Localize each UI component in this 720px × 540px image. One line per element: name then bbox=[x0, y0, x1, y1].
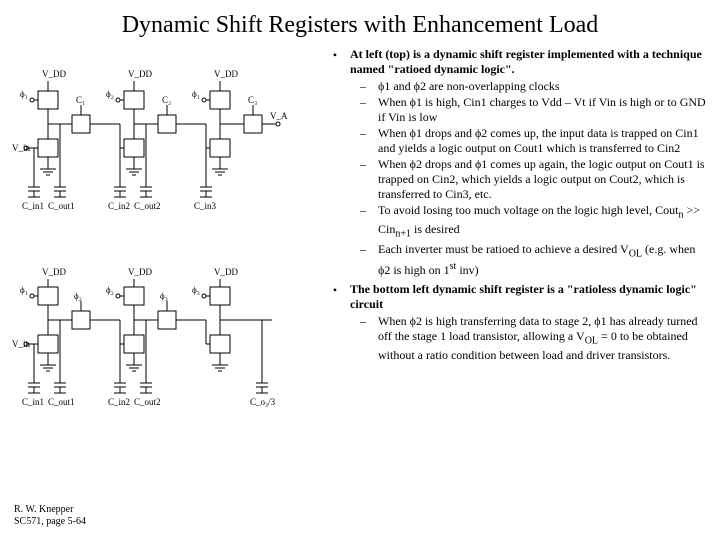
svg-text:V_DD: V_DD bbox=[214, 69, 238, 79]
svg-text:ϕ₁: ϕ₁ bbox=[20, 285, 28, 295]
svg-text:C_in3: C_in3 bbox=[194, 201, 217, 211]
svg-text:V_DD: V_DD bbox=[42, 69, 66, 79]
sub-bullet: – To avoid losing too much voltage on th… bbox=[320, 203, 710, 241]
content-area: V_DD V_in bbox=[0, 47, 720, 457]
sub-bullet: – When ϕ1 is high, Cin1 charges to Vdd –… bbox=[320, 95, 710, 125]
text-column: • At left (top) is a dynamic shift regis… bbox=[300, 47, 710, 457]
svg-text:C_in2: C_in2 bbox=[108, 397, 130, 407]
main-bullet-text: At left (top) is a dynamic shift registe… bbox=[350, 47, 710, 77]
svg-text:ϕ₂: ϕ₂ bbox=[74, 291, 82, 301]
footer: R. W. Knepper SC571, page 5-64 bbox=[14, 504, 86, 528]
sub-bullet: – When ϕ2 drops and ϕ1 comes up again, t… bbox=[320, 157, 710, 202]
main-bullet-2: • The bottom left dynamic shift register… bbox=[320, 282, 710, 312]
svg-text:C₁: C₁ bbox=[76, 95, 85, 105]
dash-marker: – bbox=[360, 126, 378, 156]
svg-text:ϕ₁: ϕ₁ bbox=[20, 89, 28, 99]
figures-column: V_DD V_in bbox=[10, 47, 300, 457]
svg-text:C_out2: C_out2 bbox=[134, 397, 161, 407]
sub-text: When ϕ1 is high, Cin1 charges to Vdd – V… bbox=[378, 95, 710, 125]
dash-marker: – bbox=[360, 79, 378, 94]
svg-text:V_DD: V_DD bbox=[214, 267, 238, 277]
svg-text:ϕ₂: ϕ₂ bbox=[106, 285, 114, 295]
dash-marker: – bbox=[360, 314, 378, 363]
svg-text:C_in1: C_in1 bbox=[22, 397, 44, 407]
footer-page: SC571, page 5-64 bbox=[14, 516, 86, 528]
svg-text:ϕ₃: ϕ₃ bbox=[192, 285, 200, 295]
sub-text: ϕ1 and ϕ2 are non-overlapping clocks bbox=[378, 79, 710, 94]
sub-bullet: – When ϕ1 drops and ϕ2 comes up, the inp… bbox=[320, 126, 710, 156]
main-bullet-1: • At left (top) is a dynamic shift regis… bbox=[320, 47, 710, 77]
bullet-marker: • bbox=[320, 282, 350, 312]
sub-text: When ϕ1 drops and ϕ2 comes up, the input… bbox=[378, 126, 710, 156]
circuit-bottom: V_DD ϕ₁ V_in bbox=[10, 257, 290, 437]
svg-text:V_DD: V_DD bbox=[128, 69, 152, 79]
sub-text: To avoid losing too much voltage on the … bbox=[378, 203, 710, 241]
svg-text:C_in1: C_in1 bbox=[22, 201, 44, 211]
svg-text:ϕ₃: ϕ₃ bbox=[160, 291, 168, 301]
bullet-marker: • bbox=[320, 47, 350, 77]
sub-text: When ϕ2 is high transferring data to sta… bbox=[378, 314, 710, 363]
sub-text: When ϕ2 drops and ϕ1 comes up again, the… bbox=[378, 157, 710, 202]
sub-bullet: – Each inverter must be ratioed to achie… bbox=[320, 242, 710, 278]
svg-text:V_DD: V_DD bbox=[128, 267, 152, 277]
dash-marker: – bbox=[360, 242, 378, 278]
main-bullet-text: The bottom left dynamic shift register i… bbox=[350, 282, 710, 312]
svg-text:C₃: C₃ bbox=[248, 95, 257, 105]
circuit-top: V_DD V_in bbox=[10, 57, 290, 237]
svg-text:C₂: C₂ bbox=[162, 95, 171, 105]
svg-text:C_out1: C_out1 bbox=[48, 397, 75, 407]
svg-text:C_in2: C_in2 bbox=[108, 201, 130, 211]
svg-text:C_out1: C_out1 bbox=[48, 201, 75, 211]
sub-text: Each inverter must be ratioed to achieve… bbox=[378, 242, 710, 278]
svg-text:V_DD: V_DD bbox=[42, 267, 66, 277]
dash-marker: – bbox=[360, 157, 378, 202]
dash-marker: – bbox=[360, 203, 378, 241]
svg-text:ϕ₁: ϕ₁ bbox=[192, 89, 200, 99]
svg-text:V_A: V_A bbox=[270, 111, 288, 121]
svg-text:ϕ₂: ϕ₂ bbox=[106, 89, 114, 99]
dash-marker: – bbox=[360, 95, 378, 125]
sub-bullet: – ϕ1 and ϕ2 are non-overlapping clocks bbox=[320, 79, 710, 94]
sub-bullet: – When ϕ2 is high transferring data to s… bbox=[320, 314, 710, 363]
slide-title: Dynamic Shift Registers with Enhancement… bbox=[0, 0, 720, 47]
svg-text:C_o₃/3: C_o₃/3 bbox=[250, 397, 276, 407]
footer-author: R. W. Knepper bbox=[14, 504, 86, 516]
svg-text:C_out2: C_out2 bbox=[134, 201, 161, 211]
